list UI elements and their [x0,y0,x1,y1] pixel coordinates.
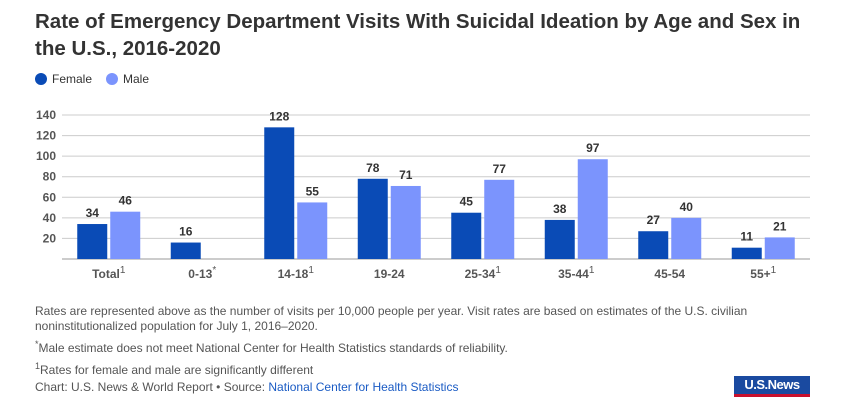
data-label: 97 [586,141,600,155]
y-tick-label: 20 [43,231,57,245]
y-tick-label: 140 [36,108,56,122]
chart-title: Rate of Emergency Department Visits With… [35,10,801,60]
star-mark: * [35,339,39,349]
bar-female [77,224,108,259]
usnews-logo: U.S.News [734,376,810,397]
credit: Chart: U.S. News & World Report • Source… [35,380,458,394]
bar-female [638,231,669,259]
bar-male [297,202,328,259]
source-link[interactable]: National Center for Health Statistics [268,380,459,394]
note-one: 1Rates for female and male are significa… [35,359,825,378]
data-label: 38 [553,202,567,216]
legend-female: Female [35,72,92,86]
data-label: 16 [179,225,193,239]
legend-label: Male [123,72,150,86]
legend-swatch-male [106,73,119,85]
footnotes: Rates are represented above as the numbe… [35,304,825,381]
credit-prefix: Chart: U.S. News & World Report • Source… [35,380,269,394]
data-label: 27 [647,213,661,227]
legend-swatch-female [35,73,47,85]
note-star: *Male estimate does not meet National Ce… [35,337,825,356]
y-tick-label: 100 [36,149,56,163]
legend-male: Male [106,72,149,86]
bar-female [357,178,388,259]
data-label: 55 [306,184,320,198]
bar-male [484,179,515,259]
legend-label: Female [52,72,93,86]
x-tick-label: 0-13* [188,265,216,281]
y-tick-label: 40 [43,211,57,225]
x-tick-label: Total1 [92,265,126,281]
data-label: 71 [399,168,413,182]
data-label: 21 [773,219,787,233]
bar-female [544,219,575,259]
note-rates: Rates are represented above as the numbe… [35,304,748,333]
data-label: 11 [740,230,753,244]
legend: Female Male [35,72,149,86]
bar-male [390,185,421,259]
x-tick-label: 25-341 [465,265,502,281]
data-label: 77 [493,162,507,176]
note-star-text: Male estimate does not meet National Cen… [38,341,508,355]
data-label: 46 [119,194,133,208]
bar-female [731,247,762,259]
one-mark: 1 [35,361,41,371]
plot-area: 20 40 60 80 100 120 140 34 46 Total1 16 0-13* 128 55 1… [36,108,810,281]
y-tick-label: 120 [36,129,56,143]
data-label: 34 [86,206,100,220]
x-tick-label: 19-24 [374,267,405,281]
bar-male [577,159,608,259]
bar-male [764,237,795,259]
x-tick-label: 55+1 [750,265,776,281]
data-label: 45 [460,195,474,209]
bar-male [671,217,702,259]
bar-female [170,242,201,259]
x-tick-label: 35-441 [558,265,595,281]
bar-male [110,211,141,259]
bar-female [264,127,295,259]
data-label: 78 [366,161,380,175]
data-label: 128 [269,109,289,123]
x-tick-label: 14-181 [278,265,315,281]
note-one-text: Rates for female and male are significan… [40,363,314,377]
x-tick-label: 45-54 [654,267,685,281]
bar-female [451,212,482,259]
data-label: 40 [680,200,694,214]
y-tick-label: 80 [43,170,57,184]
y-tick-label: 60 [43,190,57,204]
